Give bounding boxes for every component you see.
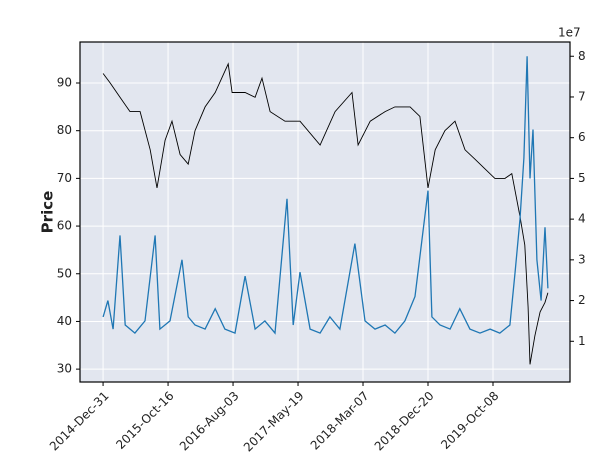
y-tick-label: 40 (57, 314, 72, 328)
y2-tick-label: 4 (578, 212, 586, 226)
y2-tick-label: 1 (578, 334, 586, 348)
y-tick-label: 90 (57, 76, 72, 90)
y-tick-label: 60 (57, 219, 72, 233)
y2-tick-label: 8 (578, 49, 586, 63)
y2-tick-label: 3 (578, 252, 586, 266)
y-tick-label: 70 (57, 171, 72, 185)
y2-tick-label: 2 (578, 293, 586, 307)
plot-frame (79, 41, 571, 383)
line-series (102, 56, 549, 335)
x-tick-label: 2018-Mar-07 (308, 389, 372, 453)
line-series (102, 62, 549, 365)
y-axis-label: Price (39, 191, 57, 234)
y2-tick-label: 6 (578, 130, 586, 144)
y-tick-label: 50 (57, 266, 72, 280)
y2-tick-label: 7 (578, 89, 586, 103)
x-tick-label: 2019-Oct-08 (438, 389, 501, 452)
y2-tick-label: 5 (578, 171, 586, 185)
x-tick-label: 2017-May-19 (241, 389, 307, 455)
plot-area (80, 42, 570, 382)
y-tick-label: 80 (57, 123, 72, 137)
x-tick-label: 2014-Dec-31 (47, 389, 112, 454)
y-tick-label: 30 (57, 362, 72, 376)
x-tick-label: 2018-Dec-20 (372, 389, 437, 454)
x-tick-label: 2015-Oct-16 (113, 389, 176, 452)
x-tick-label: 2016-Aug-03 (177, 389, 242, 454)
y2-offset-label: 1e7 (558, 26, 581, 40)
